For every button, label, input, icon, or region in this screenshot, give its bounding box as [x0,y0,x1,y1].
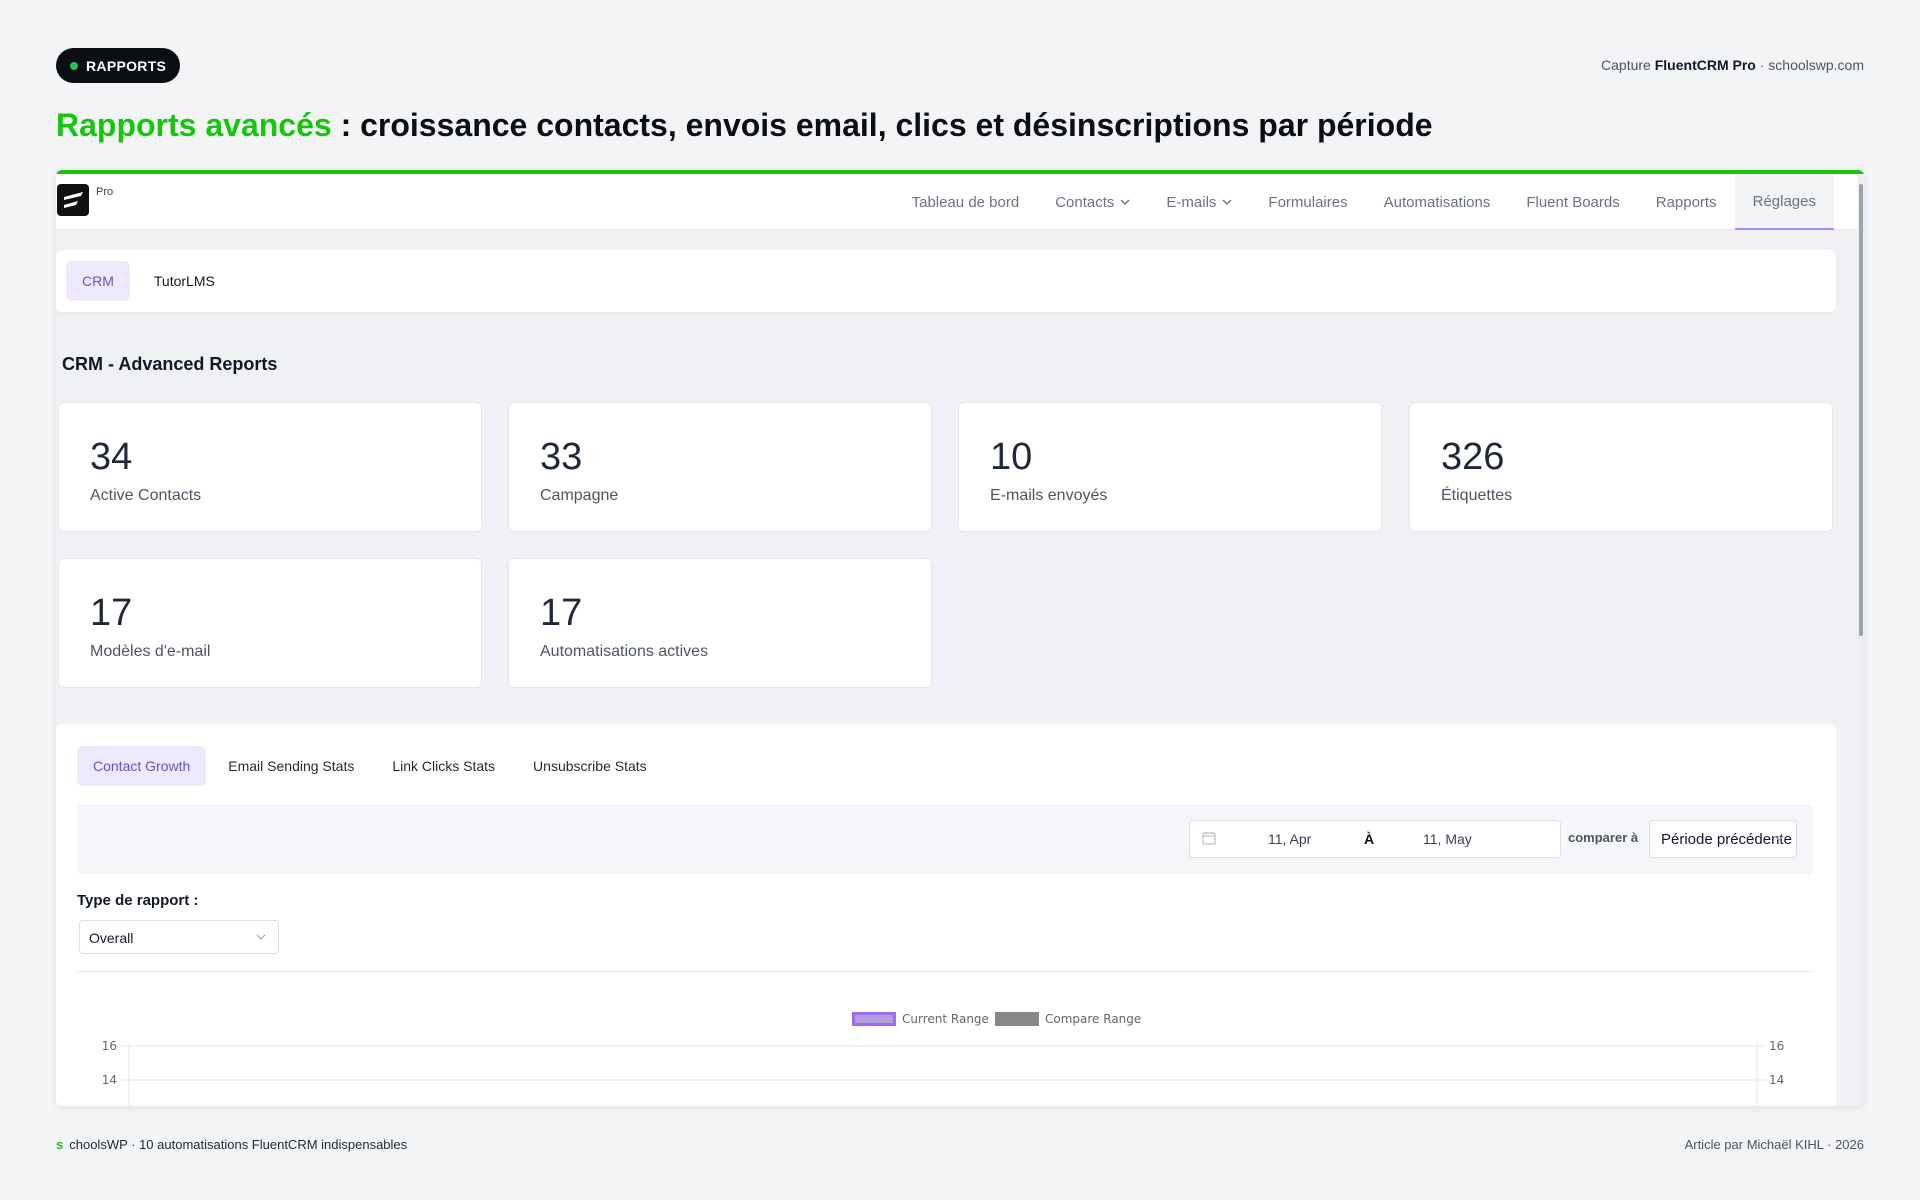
legend-current-range[interactable]: Current Range [852,1012,989,1026]
status-dot [70,61,78,70]
window-scrollbar[interactable] [1858,174,1864,1106]
stat-value: 326 [1441,436,1505,478]
section-badge: RAPPORTS [56,48,181,83]
stat-label: E-mails envoyés [990,487,1108,504]
nav-item-emails[interactable]: E-mails [1148,174,1250,230]
stat-card-campaigns: 33 Campagne [508,402,932,532]
tab-tutorlms[interactable]: TutorLMS [153,273,215,289]
tab-crm[interactable]: CRM [66,261,130,301]
divider [77,971,1813,972]
y-tick-label: 16 [102,1039,117,1053]
page-title: CRM - Advanced Reports [62,354,278,374]
contact-growth-chart: Current Range Compare Range 16 14 16 14 [77,1004,1813,1106]
date-separator: À [1364,831,1375,847]
stat-label: Campagne [540,487,619,504]
capture-prefix: Capture [1601,57,1651,73]
legend-label-compare: Compare Range [1045,1012,1142,1026]
footer-source: s choolsWP · 10 automatisations FluentCRM… [56,1137,407,1152]
headline-accent: Rapports avancés [56,107,332,143]
stat-value: 17 [540,592,583,634]
y2-tick-label: 14 [1769,1073,1784,1087]
stat-card-email-templates: 17 Modèles d'e-mail [58,558,482,688]
calendar-icon [1202,832,1216,845]
stat-value: 33 [540,436,583,478]
stat-card-active-automations: 17 Automatisations actives [508,558,932,688]
logo-pro-label: Pro [96,186,114,198]
nav-item-label: Rapports [1655,193,1717,211]
nav-item-fluent-boards[interactable]: Fluent Boards [1508,174,1637,230]
nav-item-reports[interactable]: Rapports [1638,174,1735,230]
nav-item-contacts[interactable]: Contacts [1037,174,1148,230]
chart-canvas: 16 14 16 14 [102,1039,1784,1106]
stat-value: 10 [990,436,1033,478]
nav-item-automations[interactable]: Automatisations [1366,174,1509,230]
legend-compare-range[interactable]: Compare Range [995,1012,1141,1026]
tab-email-sending-stats[interactable]: Email Sending Stats [228,758,355,774]
capture-credit: Capture FluentCRM Pro · schoolswp.com [1601,57,1864,73]
stat-label: Automatisations actives [540,643,709,660]
tab-link-clicks-stats[interactable]: Link Clicks Stats [392,758,496,774]
nav-item-settings[interactable]: Réglages [1734,174,1834,230]
capture-suffix: · schoolswp.com [1759,57,1864,73]
nav-item-forms[interactable]: Formulaires [1250,174,1365,230]
nav-item-label: E-mails [1166,193,1217,211]
report-type-label: Type de rapport : [77,892,199,909]
y-tick-label: 14 [102,1073,117,1087]
fluentcrm-logo-icon[interactable] [57,184,89,216]
compare-label: comparer à [1568,830,1639,845]
main-menu: Tableau de bord Contacts E-mails Formula… [894,174,1834,230]
footer-author: Article par Michaël KIHL · 2026 [1684,1137,1864,1152]
tab-unsubscribe-stats[interactable]: Unsubscribe Stats [533,758,647,774]
date-end[interactable]: 11, May [1423,831,1472,847]
stat-label: Modèles d'e-mail [90,643,211,660]
y2-tick-label: 16 [1769,1039,1784,1053]
app-window: Pro Tableau de bord Contacts E-mails For… [56,170,1864,1106]
footer-logo-mark: s [56,1137,64,1152]
nav-item-label: Fluent Boards [1526,193,1620,211]
legend-swatch-compare [995,1012,1039,1026]
stat-card-active-contacts: 34 Active Contacts [58,402,482,532]
date-range-picker[interactable]: 11, Apr À 11, May [1189,820,1561,858]
stat-label: Étiquettes [1441,487,1513,504]
top-navigation: Pro Tableau de bord Contacts E-mails For… [56,174,1858,230]
capture-brand: FluentCRM Pro [1654,57,1756,73]
footer-source-text: choolsWP · 10 automatisations FluentCRM … [69,1137,408,1152]
chevron-down-icon [1774,835,1784,841]
report-tabs: Contact Growth Email Sending Stats Link … [77,746,663,786]
compare-period-select[interactable]: Période précédente [1649,820,1797,858]
report-type-select[interactable]: Overall [79,920,279,954]
compare-period-value: Période précédente [1661,831,1792,848]
nav-item-label: Formulaires [1268,193,1348,211]
stat-value: 34 [90,436,133,478]
stat-card-tags: 326 Étiquettes [1409,402,1833,532]
stat-card-emails-sent: 10 E-mails envoyés [958,402,1382,532]
chevron-down-icon [256,934,266,940]
nav-item-label: Automatisations [1383,193,1491,211]
report-source-tabs: CRM TutorLMS [56,250,1836,312]
chevron-down-icon [1120,199,1130,205]
nav-item-label: Contacts [1055,193,1115,211]
legend-label-current: Current Range [902,1012,989,1026]
badge-label: RAPPORTS [86,57,167,74]
report-type-value: Overall [89,930,134,946]
date-start[interactable]: 11, Apr [1268,831,1312,847]
chevron-down-icon [1222,199,1232,205]
date-filter-bar: 11, Apr À 11, May comparer à Période pré… [77,804,1813,874]
headline-rest: : croissance contacts, envois email, cli… [331,107,1433,143]
stat-label: Active Contacts [90,487,202,504]
nav-item-dashboard[interactable]: Tableau de bord [894,174,1038,230]
nav-item-label: Réglages [1752,192,1816,210]
scrollbar-thumb[interactable] [1859,184,1863,636]
page-headline: Rapports avancés : croissance contacts, … [56,107,1433,144]
stat-value: 17 [90,592,133,634]
tab-contact-growth[interactable]: Contact Growth [77,746,207,786]
report-panel: Contact Growth Email Sending Stats Link … [56,724,1836,1106]
nav-item-label: Tableau de bord [911,193,1020,211]
legend-swatch-current [852,1012,896,1026]
